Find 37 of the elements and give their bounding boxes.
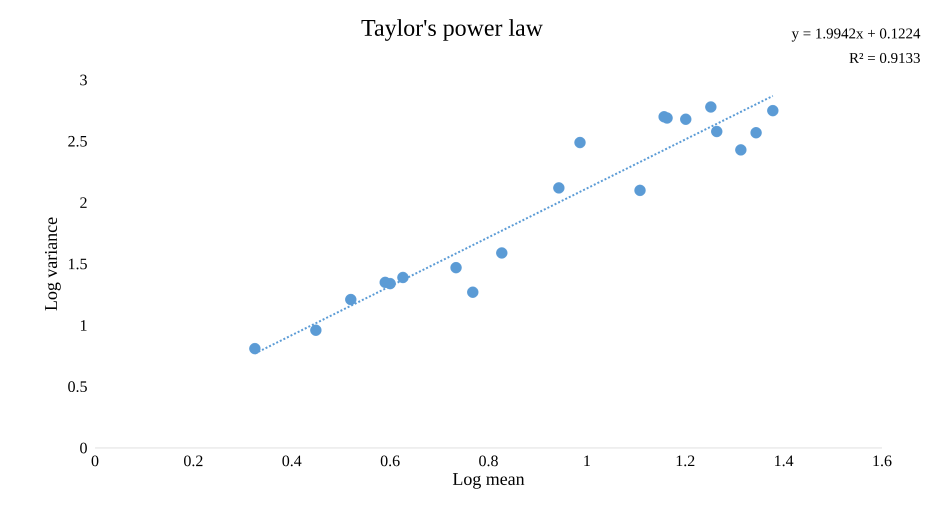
y-tick-label: 0 bbox=[80, 442, 87, 454]
point bbox=[249, 342, 261, 354]
y-tick-label: 0.5 bbox=[68, 381, 87, 392]
point bbox=[735, 144, 747, 156]
point bbox=[450, 262, 462, 274]
y-tick-label: 1 bbox=[80, 320, 87, 331]
point bbox=[767, 104, 779, 116]
x-tick-label: 1 bbox=[584, 455, 590, 466]
point bbox=[553, 182, 565, 194]
point bbox=[634, 184, 646, 196]
point bbox=[705, 101, 717, 113]
text: R² = 0.9133 bbox=[849, 52, 920, 64]
y-tick-label: 3 bbox=[80, 74, 87, 86]
x-tick-label: 0 bbox=[92, 455, 98, 466]
point bbox=[397, 272, 409, 284]
text: y = 1.9942x + 0.1224 bbox=[792, 28, 920, 42]
point bbox=[310, 324, 322, 336]
point bbox=[711, 126, 722, 138]
x-tick-label: 1.6 bbox=[873, 455, 892, 466]
x-tick-label: 1.2 bbox=[676, 455, 694, 466]
y-tick-label: 1.5 bbox=[68, 258, 87, 270]
point bbox=[496, 247, 508, 259]
x-tick-label: 0.8 bbox=[479, 455, 498, 466]
y-tick-label: 2 bbox=[80, 197, 87, 208]
point bbox=[574, 136, 586, 148]
x-axis-title: Log mean bbox=[452, 473, 524, 489]
chart-title: Taylor's power law bbox=[361, 19, 543, 41]
x-tick-label: 0.4 bbox=[282, 455, 302, 466]
x-tick-label: 0.2 bbox=[184, 455, 202, 466]
y-tick-label: 2.5 bbox=[68, 136, 87, 147]
point bbox=[345, 294, 356, 306]
y-axis-title: Log variance bbox=[44, 218, 61, 311]
x-tick-label: 0.6 bbox=[380, 455, 400, 466]
point bbox=[680, 114, 692, 125]
point bbox=[750, 127, 762, 138]
x-tick-label: 1.4 bbox=[775, 455, 794, 466]
point bbox=[467, 286, 478, 298]
